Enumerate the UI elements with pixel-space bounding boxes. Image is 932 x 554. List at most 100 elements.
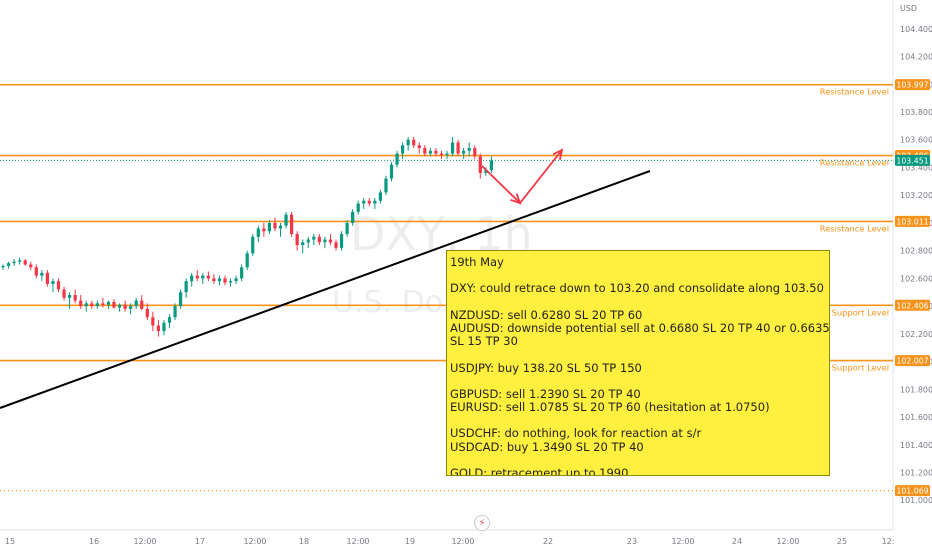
candle [123,300,127,312]
candle [195,270,199,282]
candle [478,153,482,179]
candle-body [117,304,122,308]
price-marker: 103.451 [895,154,930,166]
time-tick: 15 [5,537,15,546]
candle [456,139,460,157]
candle [245,250,249,271]
price-marker-label: 103.997 [896,81,928,90]
candle [18,257,22,265]
candle-body [79,300,83,307]
candle [328,234,333,246]
candle [267,220,271,235]
candle [445,150,449,160]
price-marker-label: 101.069 [896,487,928,496]
candle-body [145,308,149,318]
candle [6,261,11,269]
candle [201,272,205,284]
analysis-note[interactable]: 19th May DXY: could retrace down to 103.2… [446,250,830,476]
candle [284,211,288,229]
candle [428,148,432,157]
candle [462,148,466,160]
candle [323,236,327,248]
candle [306,236,310,248]
candle [389,161,394,182]
candle [301,239,305,254]
note-line: USDJPY: buy 138.20 SL 50 TP 150 [450,360,642,375]
price-marker-bg [895,154,930,166]
level-label: Support Level [832,307,889,317]
note-line: DXY: could retrace down to 103.20 and co… [450,281,824,296]
candle-body [129,306,133,309]
candle-body [295,234,299,246]
price-tick: 104.200 [900,53,932,62]
candle [1,264,5,271]
note-spacer [450,348,829,361]
candle-body [206,275,210,279]
candle [423,145,427,157]
candle-body [123,304,127,309]
candle [117,303,122,312]
candle-body [278,225,283,229]
candle [362,197,366,210]
candle-body [262,228,266,232]
candle-body [195,275,199,279]
price-tick: 101.000 [900,496,932,505]
candle-body [462,150,466,154]
candle-body [373,200,377,204]
candle [256,225,260,243]
note-line: AUDUSD: downside potential sell at 0.668… [450,320,830,335]
candle-body [29,264,33,268]
price-marker-bg [895,299,930,311]
note-line: GOLD: retracement up to 1990 [450,466,629,476]
candle-body [290,214,294,235]
candle-body [434,150,438,154]
subtitle-watermark: U.S. Dol [332,285,451,320]
candle [334,239,338,251]
candle-body [428,150,432,154]
candle-body [312,236,316,240]
note-line: USDCAD: buy 1.3490 SL 20 TP 40 [450,439,644,454]
candle [401,142,405,160]
candle [140,295,144,311]
candle [251,234,255,257]
candle-body [23,260,27,265]
candle-body [56,281,61,290]
candle [345,220,349,237]
price-tick: 101.200 [900,468,932,477]
candle-body [450,142,455,154]
candle [450,136,455,157]
candle [40,270,44,282]
candle [162,319,166,336]
price-marker-label: 103.451 [896,156,928,165]
candle-body [384,178,388,193]
note-line: SL 15 TP 30 [450,334,518,349]
candle-body [156,325,160,332]
candle [373,197,377,210]
price-tick: 103.200 [900,191,932,200]
candle [151,311,155,332]
candle [417,142,421,154]
price-marker-bg [895,355,930,367]
candle-body [284,214,288,226]
candle [312,234,316,246]
candle-body [62,289,66,298]
level-label: Resistance Level [820,223,889,233]
time-tick: 12:00 [451,537,474,546]
projection-arrow [481,149,563,205]
lightning-icon[interactable]: ⚡ [474,515,490,531]
candle-body [217,278,222,282]
candle [278,222,283,237]
candle-body [489,160,493,171]
candle-body [167,317,172,323]
candle-body [301,242,305,246]
note-spacer [450,296,829,309]
candle [68,292,72,309]
level-label: Support Level [832,363,889,373]
candle-body [234,278,238,282]
price-marker: 103.011 [895,215,930,227]
candle-body [351,211,355,223]
candle [167,314,172,329]
candle [406,136,410,151]
candle [228,278,233,287]
trendline [0,170,651,409]
